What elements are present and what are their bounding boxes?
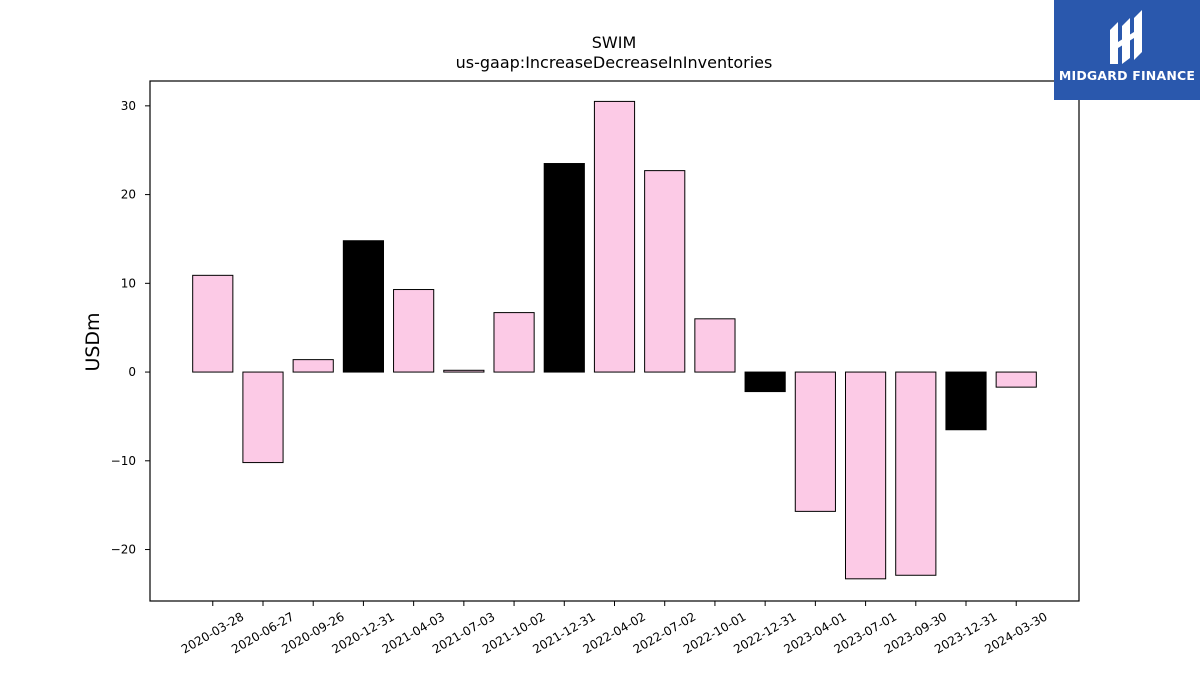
bar-2020-12-31: [342, 240, 385, 373]
bar-2021-07-03: [443, 369, 485, 373]
bar-2020-06-27: [242, 371, 284, 464]
bar-2022-07-02: [644, 170, 686, 373]
y-tick-label: 30: [121, 99, 136, 113]
chart-subtitle: us-gaap:IncreaseDecreaseInInventories: [456, 53, 773, 72]
x-axis-ticks: 2020-03-282020-06-272020-09-262020-12-31…: [179, 601, 1050, 656]
bar-2021-10-02: [493, 312, 535, 373]
bar-2023-12-31: [945, 371, 987, 431]
y-tick-label: 20: [121, 188, 136, 202]
bar-2022-10-01: [694, 318, 736, 373]
bar-2020-09-26: [292, 359, 334, 373]
bar-2023-07-01: [844, 371, 887, 580]
midgard-finance-logo: MIDGARD FINANCE: [1054, 0, 1200, 100]
chart-title: SWIM: [592, 33, 637, 52]
y-axis-ticks: −20 −10 0 10 20 30: [111, 99, 150, 557]
bar-2024-03-30: [995, 371, 1037, 388]
bar-2023-04-01: [794, 371, 836, 512]
bar-2022-04-02: [593, 100, 636, 373]
bar-2021-04-03: [393, 289, 435, 373]
bar-2021-12-31: [543, 163, 585, 373]
y-axis-label: USDm: [82, 312, 104, 371]
logo-mark-icon: [1110, 10, 1142, 64]
bar-2020-03-28: [192, 274, 234, 373]
plot-frame: [149, 80, 1080, 602]
y-tick-label: −20: [111, 543, 136, 557]
bar-2023-09-30: [895, 371, 937, 576]
y-tick-label: 0: [128, 365, 136, 379]
bar-2022-12-31: [744, 371, 786, 393]
bars-group: [192, 100, 1037, 580]
y-tick-label: 10: [121, 276, 136, 290]
logo-text: MIDGARD FINANCE: [1058, 68, 1196, 83]
y-tick-label: −10: [111, 454, 136, 468]
